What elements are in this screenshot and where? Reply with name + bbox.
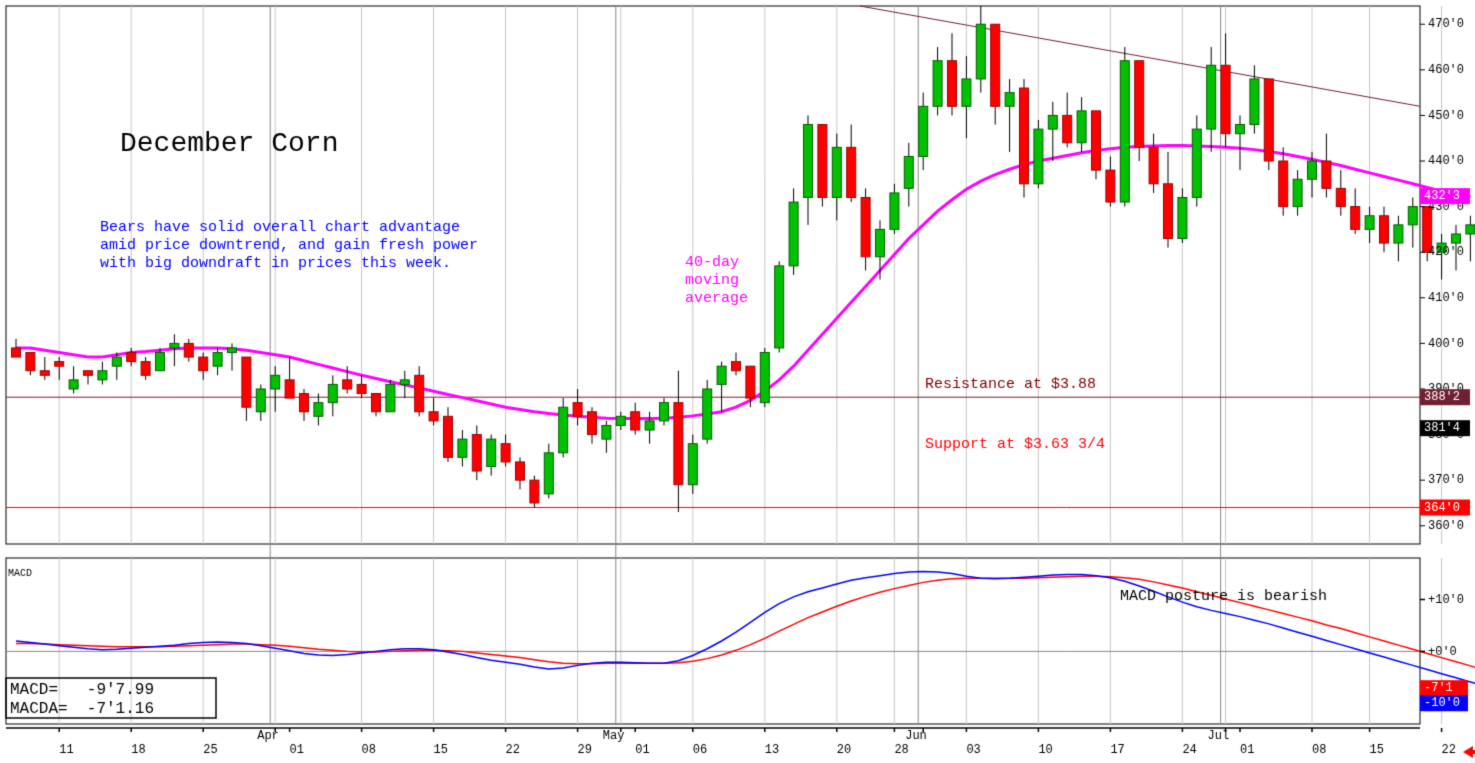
price-chart-canvas [0, 0, 1475, 763]
